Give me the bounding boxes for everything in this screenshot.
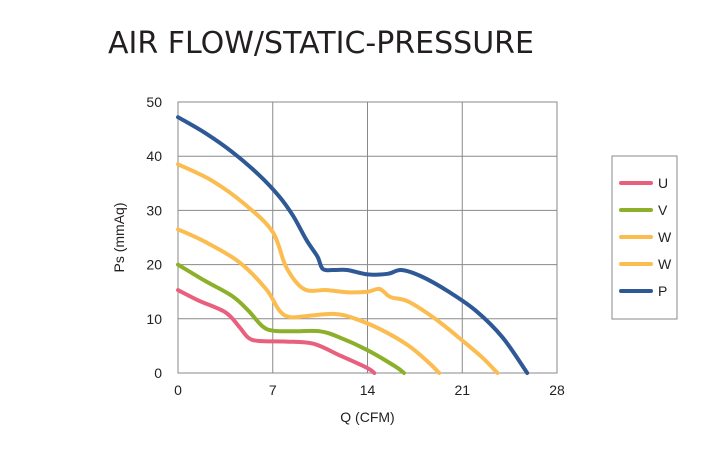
y-axis-label: Ps (mmAq) (111, 203, 127, 273)
series-line-v-1 (176, 262, 406, 375)
y-tick-label: 30 (146, 202, 162, 218)
chart-title: AIR FLOW/STATIC-PRESSURE (108, 26, 534, 61)
plot-border (177, 101, 558, 374)
y-tick-label: 0 (154, 365, 162, 381)
legend-label: P (658, 283, 667, 299)
y-tick-label: 10 (146, 311, 162, 327)
legend-label: V (658, 202, 668, 218)
legend-label: W (658, 229, 672, 245)
y-tick-label: 50 (146, 94, 162, 110)
x-tick-label: 0 (174, 382, 182, 398)
series-line-u-0 (176, 288, 377, 375)
plot-frame (177, 101, 558, 374)
series-line-w-3 (176, 162, 500, 375)
x-tick-label: 14 (360, 382, 376, 398)
series-lines (176, 115, 530, 375)
x-axis-label: Q (CFM) (340, 409, 394, 425)
tick-labels: 0 10 20 30 40 50 0 7 14 21 28 (146, 94, 565, 398)
y-tick-label: 40 (146, 148, 162, 164)
legend-label: W (658, 256, 672, 272)
x-tick-label: 28 (549, 382, 565, 398)
y-tick-label: 20 (146, 257, 162, 273)
series-line-w-2 (176, 227, 442, 375)
series-line-p-4 (176, 115, 530, 375)
x-tick-label: 7 (269, 382, 277, 398)
legend-label: U (658, 175, 668, 191)
x-tick-label: 21 (454, 382, 470, 398)
